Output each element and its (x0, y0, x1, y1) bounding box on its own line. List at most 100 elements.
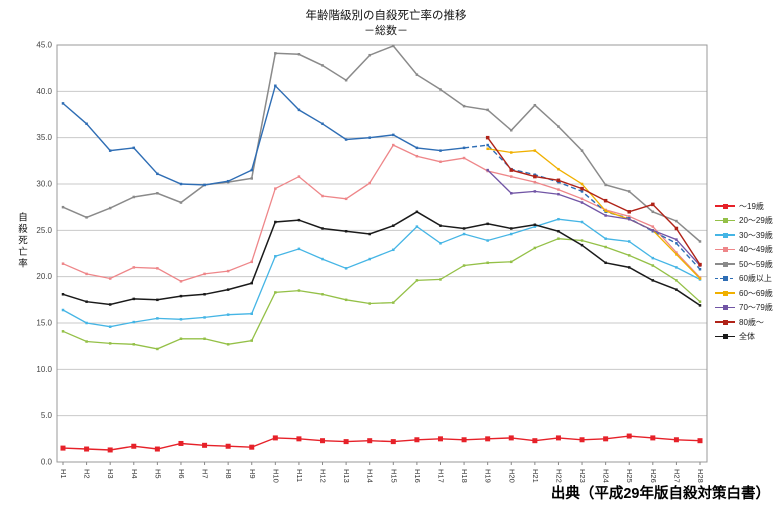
series-marker (510, 129, 513, 132)
series-marker (226, 269, 230, 273)
series-marker (604, 245, 607, 249)
series-marker (321, 257, 324, 261)
series-marker (486, 261, 489, 265)
series-marker (392, 301, 395, 304)
series-marker (203, 293, 206, 296)
x-tick-label: H6 (177, 469, 186, 479)
series-line (62, 210, 701, 307)
series-marker (508, 435, 514, 441)
series-marker (85, 321, 88, 325)
series-marker (344, 267, 348, 270)
series-marker (509, 168, 514, 172)
series-marker (462, 156, 466, 160)
series-marker (179, 182, 183, 186)
legend-item: ～19歳 (715, 201, 773, 212)
series-marker (344, 138, 348, 141)
series-marker (344, 230, 348, 233)
series-marker (226, 313, 230, 316)
series-line (62, 84, 465, 186)
series-marker (368, 136, 371, 139)
series-marker (486, 168, 489, 172)
series-marker (651, 210, 655, 214)
series-marker (414, 437, 420, 443)
x-tick-label: H4 (130, 469, 139, 479)
series-marker (85, 216, 88, 219)
y-tick-label: 40.0 (36, 87, 52, 96)
y-tick-label: 20.0 (36, 272, 52, 281)
series-marker (580, 190, 584, 193)
series-marker (626, 433, 632, 439)
series-marker (675, 253, 678, 256)
x-tick-label: H22 (554, 469, 563, 483)
legend-label: 70～79歳 (739, 303, 773, 312)
series-marker (627, 215, 631, 218)
series-marker (651, 202, 655, 207)
y-tick-label: 30.0 (36, 180, 52, 189)
series-marker (580, 201, 584, 204)
chart-legend: ～19歳 20～29歳 30～39歳 40～49歳 50～59歳 60歳以上 60～69歳 7… (715, 197, 773, 346)
legend-item: 60歳以上 (715, 273, 773, 284)
series-marker (580, 220, 584, 224)
series-marker (131, 443, 137, 449)
series-marker (179, 318, 183, 321)
series-marker (533, 103, 537, 107)
series-marker (557, 217, 560, 221)
series-marker (462, 104, 466, 108)
series-marker (296, 436, 302, 442)
series-marker (390, 439, 396, 445)
series-marker (132, 297, 136, 301)
source-caption: 出典（平成29年版自殺対策白書） (550, 486, 770, 502)
series-marker (533, 223, 537, 227)
series-line (487, 148, 701, 279)
series-marker (61, 308, 65, 312)
series-marker (486, 108, 489, 112)
series-marker (627, 217, 631, 221)
series-marker (604, 214, 607, 217)
x-tick-label: H13 (342, 469, 351, 483)
legend-label: 80歳～ (739, 317, 764, 327)
series-marker (533, 246, 537, 250)
series-marker (321, 227, 324, 230)
series-marker (368, 53, 371, 57)
series-marker (60, 445, 66, 451)
series-marker (132, 195, 136, 199)
series-marker (604, 209, 607, 213)
legend-swatch-icon (715, 304, 735, 312)
series-marker (698, 240, 702, 243)
y-tick-label: 10.0 (36, 365, 52, 374)
series-marker (321, 122, 324, 126)
series-marker (250, 339, 253, 342)
series-marker (580, 186, 584, 191)
chart-subtitle: －総数－ (364, 24, 408, 37)
series-marker (439, 278, 442, 281)
series-marker (226, 343, 230, 346)
series-marker (697, 438, 703, 444)
series-marker (250, 260, 253, 264)
series-marker (61, 330, 65, 333)
series-marker (557, 167, 560, 171)
series-marker (344, 298, 348, 302)
series-marker (392, 44, 395, 48)
series-marker (510, 232, 513, 236)
series-marker (203, 316, 206, 319)
series-marker (651, 256, 655, 260)
series-line (62, 218, 701, 328)
legend-label: 40～49歳 (739, 245, 773, 254)
series-marker (651, 225, 655, 228)
legend-label: 60～69歳 (739, 288, 773, 298)
series-marker (627, 266, 631, 269)
series-marker (604, 183, 607, 187)
series-marker (274, 291, 277, 294)
legend-label: 60歳以上 (739, 274, 772, 283)
series-marker (297, 247, 301, 251)
series-marker (274, 84, 277, 88)
x-tick-label: H10 (271, 469, 280, 483)
series-marker (344, 197, 348, 201)
series-marker (439, 224, 442, 227)
series-marker (108, 149, 112, 152)
x-tick-label: H24 (602, 469, 611, 483)
series-marker (132, 266, 136, 269)
series-marker (533, 225, 537, 228)
legend-item: 20～29歳 (715, 215, 773, 226)
series-marker (557, 237, 560, 240)
